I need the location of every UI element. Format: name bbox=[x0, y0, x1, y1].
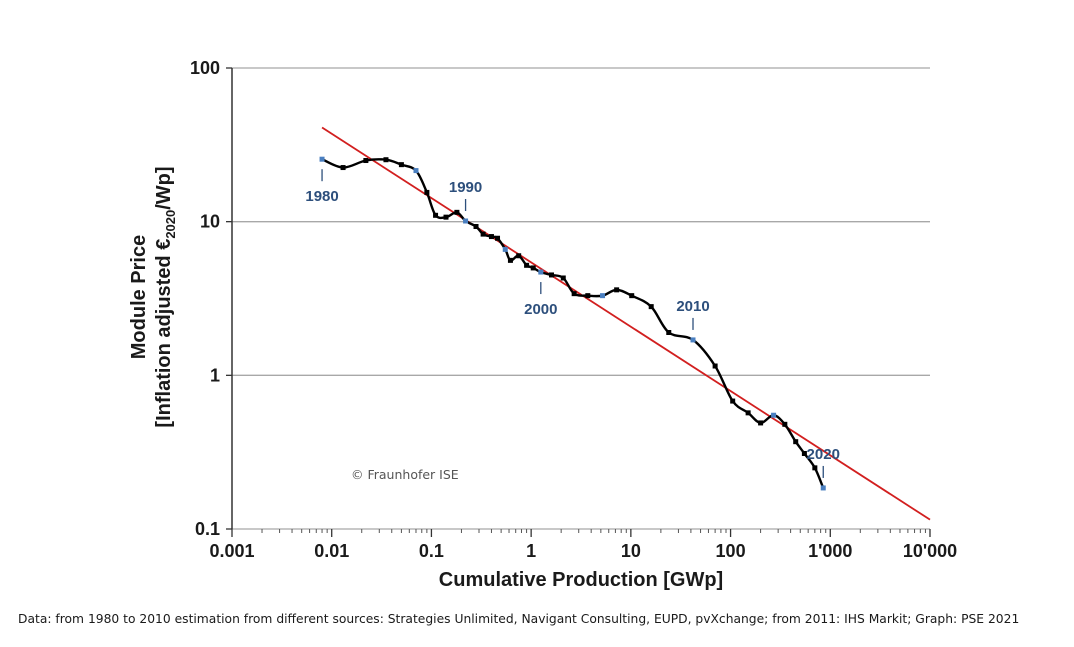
data-point-highlight bbox=[820, 485, 826, 491]
x-tick-label: 1'000 bbox=[808, 541, 852, 561]
data-point bbox=[782, 421, 788, 427]
year-label-2020: 2020 bbox=[807, 446, 840, 463]
x-tick-label: 1 bbox=[526, 541, 536, 561]
y-tick-label: 1 bbox=[210, 365, 220, 385]
data-point-highlight bbox=[771, 412, 777, 418]
data-point bbox=[507, 257, 513, 263]
x-tick-label: 10 bbox=[621, 541, 641, 561]
data-point bbox=[560, 275, 566, 281]
data-point bbox=[433, 212, 439, 218]
gridlines bbox=[232, 67, 930, 530]
data-point bbox=[530, 265, 536, 271]
data-point bbox=[801, 450, 807, 456]
y-axis-title: Module Price [Inflation adjusted €2020/W… bbox=[128, 166, 178, 427]
data-point bbox=[730, 398, 736, 404]
data-point-highlight bbox=[538, 269, 544, 275]
data-point bbox=[473, 224, 479, 230]
y-axis-title-suffix: /Wp] bbox=[153, 166, 175, 209]
data-point bbox=[443, 214, 449, 220]
data-point bbox=[488, 234, 494, 240]
y-axis-title-line2: [Inflation adjusted €2020/Wp] bbox=[153, 166, 178, 427]
x-tick-label: 100 bbox=[716, 541, 746, 561]
price-series-line bbox=[321, 158, 825, 489]
data-point bbox=[340, 165, 346, 171]
data-point-highlight bbox=[502, 246, 508, 252]
x-tick-label: 0.001 bbox=[209, 541, 254, 561]
data-point bbox=[383, 157, 389, 163]
data-point bbox=[758, 420, 764, 426]
data-point bbox=[793, 439, 799, 445]
y-tick-label: 0.1 bbox=[195, 519, 220, 539]
source-note: Data: from 1980 to 2010 estimation from … bbox=[18, 612, 1020, 626]
data-point bbox=[363, 158, 369, 164]
data-point-highlight bbox=[319, 156, 325, 162]
data-point bbox=[398, 162, 404, 168]
trendline bbox=[321, 126, 931, 521]
data-point bbox=[745, 410, 751, 416]
year-label-2000: 2000 bbox=[524, 301, 557, 318]
year-label-1980: 1980 bbox=[305, 188, 338, 205]
trendline-group bbox=[321, 126, 931, 521]
y-axis-title-prefix: [Inflation adjusted € bbox=[153, 239, 175, 428]
data-point bbox=[524, 262, 530, 268]
data-point bbox=[648, 304, 654, 310]
data-point bbox=[614, 287, 620, 293]
data-point bbox=[480, 231, 486, 237]
x-tick-label: 0.1 bbox=[419, 541, 444, 561]
data-point-highlight bbox=[413, 168, 419, 174]
data-point bbox=[666, 329, 672, 335]
y-tick-label: 100 bbox=[190, 58, 220, 78]
year-label-1990: 1990 bbox=[449, 179, 482, 196]
data-point bbox=[548, 272, 554, 278]
year-annotations: 1980 1990 2000 2010 2020 bbox=[305, 169, 840, 478]
y-axis-title-subscript: 2020 bbox=[163, 210, 178, 239]
learning-curve-chart: 0.1 1 10 100 0.001 0.01 0.1 1 10 100 1'000 10'000 1… bbox=[128, 58, 957, 591]
data-point bbox=[454, 209, 460, 215]
price-series-group bbox=[319, 156, 826, 491]
data-point bbox=[812, 465, 818, 471]
data-point bbox=[495, 235, 501, 241]
y-axis-title-line1: Module Price bbox=[128, 235, 150, 359]
data-point bbox=[712, 363, 718, 369]
y-tick-label: 10 bbox=[200, 212, 220, 232]
data-point-highlight bbox=[463, 218, 469, 224]
data-point bbox=[516, 253, 522, 259]
data-point-highlight bbox=[690, 337, 696, 343]
data-point bbox=[571, 291, 577, 297]
data-point bbox=[585, 293, 591, 299]
x-axis-title: Cumulative Production [GWp] bbox=[439, 569, 723, 591]
year-label-2010: 2010 bbox=[676, 298, 709, 315]
x-tick-label: 10'000 bbox=[903, 541, 957, 561]
watermark: © Fraunhofer ISE bbox=[351, 467, 459, 482]
data-point-highlight bbox=[600, 293, 606, 299]
axes: 0.1 1 10 100 0.001 0.01 0.1 1 10 100 1'000 10'000 bbox=[190, 58, 957, 561]
data-point bbox=[629, 293, 635, 299]
x-tick-label: 0.01 bbox=[314, 541, 349, 561]
data-point bbox=[424, 189, 430, 195]
